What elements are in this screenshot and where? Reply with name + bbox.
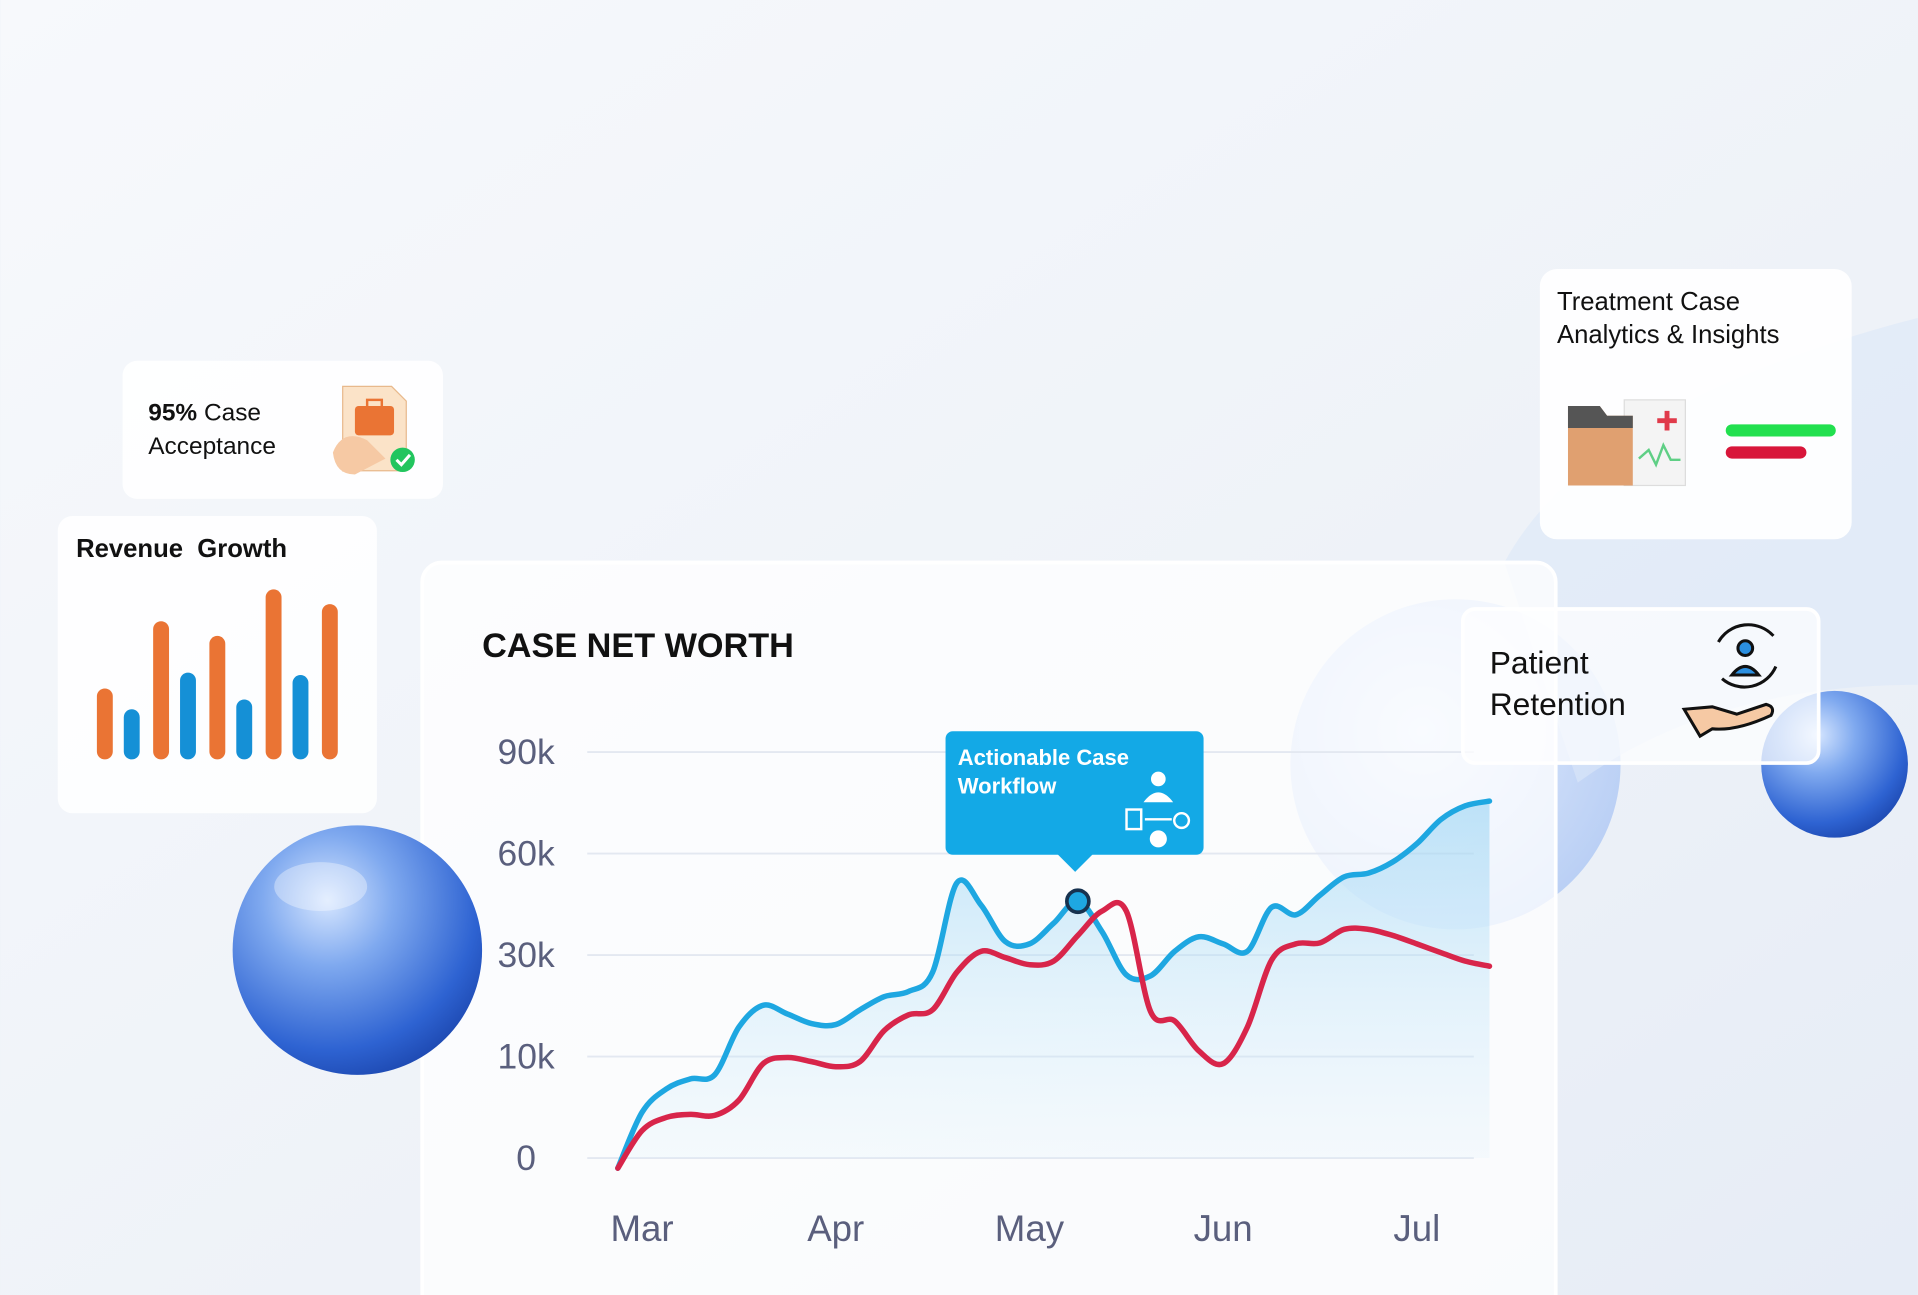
retention-icon	[1681, 623, 1778, 739]
bar	[292, 675, 309, 760]
bar	[209, 635, 226, 760]
x-tick-label: Mar	[610, 1208, 673, 1249]
tooltip: Actionable Case Workflow	[945, 731, 1204, 872]
bar	[321, 604, 338, 760]
y-tick-label: 0	[516, 1138, 536, 1178]
line	[615, 798, 1493, 1171]
bar	[180, 672, 196, 760]
chart-title: Revenue Growth	[76, 535, 287, 563]
line-chart: 0 10k 30k 60k 90k Mar Apr May Jun Jul	[498, 732, 1493, 1249]
bar	[236, 699, 253, 760]
card-title: Treatment Case	[1557, 288, 1740, 316]
bar	[123, 709, 140, 760]
chart-title: CASE NET WORTH	[482, 627, 794, 665]
tooltip-box	[945, 731, 1204, 855]
area	[617, 801, 1490, 1169]
card-text: Case	[204, 400, 261, 427]
card-title: Retention	[1490, 686, 1626, 722]
y-tick-label: 10k	[498, 1036, 555, 1076]
bar	[265, 589, 282, 760]
x-tick-label: Jul	[1393, 1208, 1440, 1249]
annotation: Workflow	[958, 773, 1057, 798]
y-tick-label: 90k	[498, 732, 555, 772]
card-text: Acceptance	[148, 433, 276, 460]
card-text: 95% Case	[148, 400, 261, 427]
card-title: Analytics & Insights	[1557, 321, 1779, 349]
analytics-icon	[1567, 399, 1686, 487]
annotation: Actionable Case	[958, 745, 1129, 770]
bar-chart	[96, 589, 338, 760]
x-tick-label: Apr	[807, 1208, 864, 1249]
card-title: Patient	[1490, 645, 1589, 681]
highlight	[274, 862, 368, 912]
card-highlight: 95%	[148, 400, 197, 427]
bar	[96, 688, 113, 760]
highlight-point	[1065, 888, 1091, 915]
y-tick-label: 30k	[498, 935, 555, 975]
bar	[153, 621, 170, 760]
x-tick-label: May	[995, 1208, 1065, 1249]
y-tick-label: 60k	[498, 833, 555, 873]
x-tick-label: Jun	[1194, 1208, 1253, 1249]
acceptance-icon	[332, 385, 415, 475]
line	[615, 899, 1493, 1171]
tooltip-pointer	[1056, 853, 1094, 872]
workflow-icon	[1125, 771, 1191, 848]
sphere	[232, 825, 483, 1075]
